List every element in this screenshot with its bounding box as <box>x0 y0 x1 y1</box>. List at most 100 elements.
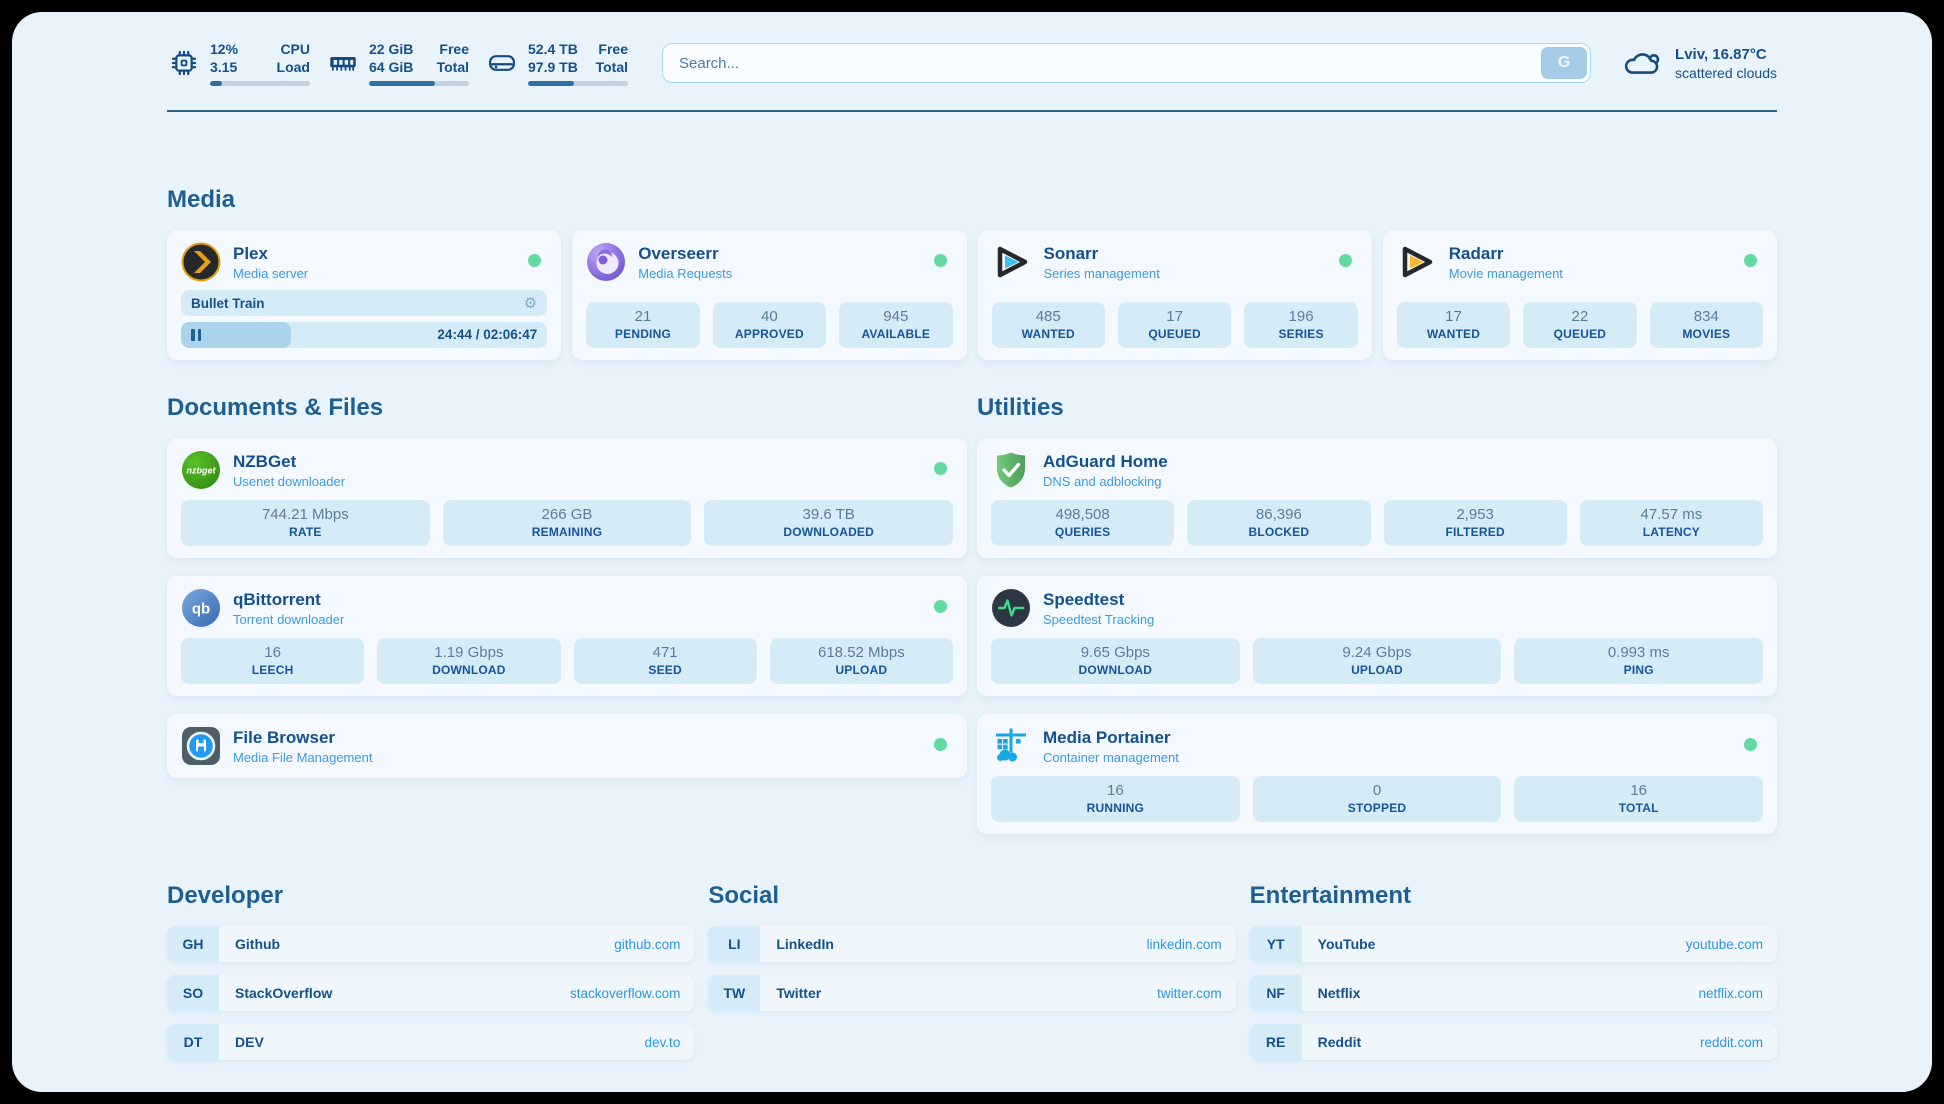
portainer-status-dot <box>1744 738 1757 751</box>
overseerr-icon <box>587 243 626 281</box>
dev-badge: DT <box>167 1024 219 1060</box>
topbar-divider <box>167 110 1777 112</box>
cpu-load-value: 3.15 <box>210 59 238 75</box>
sonarr-status-dot <box>1338 254 1352 267</box>
disk-free-value: 52.4 TB <box>528 40 578 57</box>
svg-text:nzbget: nzbget <box>187 466 217 476</box>
link-youtube[interactable]: YT YouTube youtube.com <box>1249 926 1777 962</box>
qbittorrent-status-dot <box>934 600 947 613</box>
disk-icon <box>488 55 516 71</box>
search-bar: G <box>662 43 1592 83</box>
plex-name: Plex <box>233 243 268 263</box>
stat-running: 16 RUNNING <box>991 776 1240 822</box>
section-title-documents: Documents & Files <box>167 394 384 421</box>
stat-stopped: 0 STOPPED <box>1252 776 1502 822</box>
search-input[interactable] <box>662 43 1592 83</box>
stat-downloaded: 39.6 TB DOWNLOADED <box>704 500 954 546</box>
filebrowser-status-dot <box>934 738 947 751</box>
radarr-card[interactable]: Radarr Movie management 17 WANTED 22 QUE… <box>1382 230 1777 360</box>
qbittorrent-icon: qb <box>182 589 220 627</box>
link-reddit[interactable]: RE Reddit reddit.com <box>1249 1024 1777 1060</box>
stat-available: 945 AVAILABLE <box>839 302 953 348</box>
sonarr-icon <box>997 246 1027 278</box>
ram-progress-fill <box>369 81 435 87</box>
filebrowser-icon <box>182 727 220 765</box>
ram-free-label: Free <box>439 40 469 57</box>
cpu-progress-fill <box>210 81 222 87</box>
dashboard-panel: 12% 3.15 CPU Load <box>12 12 1932 1092</box>
system-widgets: 12% 3.15 CPU Load <box>167 40 628 87</box>
link-dev[interactable]: DT DEV dev.to <box>167 1024 695 1060</box>
sonarr-name: Sonarr <box>1043 243 1099 263</box>
stat-queued: 17 QUEUED <box>1117 302 1232 348</box>
overseerr-status-dot <box>933 254 947 267</box>
portainer-card[interactable]: Media Portainer Container management 16 … <box>977 714 1777 834</box>
youtube-badge: YT <box>1249 926 1302 962</box>
stat-upload: 618.52 Mbps UPLOAD <box>769 638 953 684</box>
stat-movies: 834 MOVIES <box>1649 302 1764 348</box>
cpu-load-label: Load <box>276 59 310 75</box>
stat-rate: 744.21 Mbps RATE <box>181 500 430 546</box>
radarr-name: Radarr <box>1448 243 1504 263</box>
weather-location-temp: Lviv, 16.87°C <box>1675 45 1767 63</box>
now-playing-row: Bullet Train ⚙ <box>181 290 548 316</box>
playback-progress-bar[interactable]: 24:44 / 02:06:47 <box>181 322 548 348</box>
radarr-status-dot <box>1744 254 1757 267</box>
top-bar: 12% 3.15 CPU Load <box>167 34 1777 92</box>
stat-upload: 9.24 Gbps UPLOAD <box>1252 638 1502 684</box>
ram-widget: 22 GiB 64 GiB Free Total <box>326 40 469 87</box>
speedtest-card[interactable]: Speedtest Speedtest Tracking 9.65 Gbps D… <box>977 576 1777 696</box>
nzbget-name: NZBGet <box>233 451 297 471</box>
svg-text:qb: qb <box>192 601 210 618</box>
stat-seed: 471 SEED <box>573 638 757 684</box>
link-linkedin[interactable]: LI LinkedIn linkedin.com <box>708 926 1236 962</box>
portainer-name: Media Portainer <box>1043 727 1171 747</box>
now-playing-title: Bullet Train <box>191 295 265 311</box>
disk-total-value: 97.9 TB <box>528 59 578 75</box>
stat-approved: 40 APPROVED <box>712 302 827 348</box>
sonarr-desc: Series management <box>1043 265 1160 281</box>
search-engine-button[interactable]: G <box>1541 47 1588 79</box>
ram-total-label: Total <box>436 59 469 75</box>
qbittorrent-card[interactable]: qb qBittorrent Torrent downloader 16 LEE… <box>167 576 967 696</box>
stat-download: 9.65 Gbps DOWNLOAD <box>991 638 1240 684</box>
link-twitter[interactable]: TW Twitter twitter.com <box>708 975 1236 1011</box>
link-netflix[interactable]: NF Netflix netflix.com <box>1249 975 1777 1011</box>
overseerr-name: Overseerr <box>638 243 719 263</box>
cpu-icon <box>171 50 197 76</box>
portainer-desc: Container management <box>1043 749 1179 765</box>
filebrowser-card[interactable]: File Browser Media File Management <box>167 714 967 778</box>
portainer-icon <box>996 728 1026 762</box>
stat-latency: 47.57 ms LATENCY <box>1579 500 1763 546</box>
radarr-desc: Movie management <box>1448 265 1563 281</box>
disk-progress-track <box>528 81 628 87</box>
adguard-name: AdGuard Home <box>1043 451 1168 471</box>
nzbget-card[interactable]: nzbget NZBGet Usenet downloader 744.21 M… <box>167 438 967 558</box>
sonarr-card[interactable]: Sonarr Series management 485 WANTED 17 Q… <box>977 230 1372 360</box>
stat-pending: 21 PENDING <box>586 302 700 348</box>
weather-widget[interactable]: Lviv, 16.87°C scattered clouds <box>1621 46 1777 81</box>
github-badge: GH <box>167 926 219 962</box>
overseerr-desc: Media Requests <box>638 265 733 281</box>
gear-icon[interactable]: ⚙ <box>523 294 538 312</box>
adguard-card[interactable]: AdGuard Home DNS and adblocking 498,508 … <box>977 438 1777 558</box>
cpu-widget: 12% 3.15 CPU Load <box>167 40 310 87</box>
stat-filtered: 2,953 FILTERED <box>1383 500 1567 546</box>
dashboard-content: 12% 3.15 CPU Load <box>12 34 1932 1073</box>
twitter-badge: TW <box>708 975 761 1011</box>
link-stackoverflow[interactable]: SO StackOverflow stackoverflow.com <box>167 975 695 1011</box>
plex-icon <box>181 242 221 282</box>
ram-total-value: 64 GiB <box>369 59 414 75</box>
reddit-badge: RE <box>1249 1024 1302 1060</box>
link-github[interactable]: GH Github github.com <box>167 926 695 962</box>
pause-icon[interactable] <box>191 329 201 341</box>
media-cards: Plex Media server Bullet Train ⚙ 24:44 /… <box>167 230 1777 360</box>
stat-ping: 0.993 ms PING <box>1514 638 1764 684</box>
overseerr-card[interactable]: Overseerr Media Requests 21 PENDING 40 A… <box>572 230 967 360</box>
ram-progress-track <box>369 81 469 87</box>
stat-total: 16 TOTAL <box>1514 776 1764 822</box>
qbittorrent-name: qBittorrent <box>233 589 321 609</box>
section-title-media: Media <box>167 186 236 213</box>
section-title-utilities: Utilities <box>977 394 1064 421</box>
plex-card[interactable]: Plex Media server Bullet Train ⚙ 24:44 /… <box>167 230 562 360</box>
